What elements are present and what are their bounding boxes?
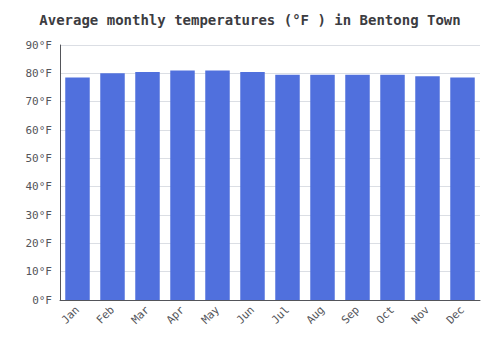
svg-text:Dec: Dec bbox=[444, 303, 467, 326]
svg-text:90°F: 90°F bbox=[26, 39, 53, 52]
svg-text:70°F: 70°F bbox=[26, 95, 53, 108]
svg-text:Oct: Oct bbox=[374, 303, 397, 326]
svg-text:Jun: Jun bbox=[234, 303, 257, 326]
svg-text:Jan: Jan bbox=[59, 303, 82, 326]
svg-text:50°F: 50°F bbox=[26, 152, 53, 165]
svg-text:Aug: Aug bbox=[304, 303, 327, 326]
svg-text:Feb: Feb bbox=[94, 303, 117, 326]
svg-text:40°F: 40°F bbox=[26, 180, 53, 193]
svg-text:Mar: Mar bbox=[129, 303, 152, 326]
svg-text:20°F: 20°F bbox=[26, 237, 53, 250]
svg-text:30°F: 30°F bbox=[26, 209, 53, 222]
svg-text:80°F: 80°F bbox=[26, 67, 53, 80]
svg-text:Average monthly temperatures (: Average monthly temperatures (°F ) in Be… bbox=[39, 12, 460, 28]
svg-text:Sep: Sep bbox=[339, 303, 362, 326]
svg-text:May: May bbox=[199, 303, 222, 326]
svg-text:Nov: Nov bbox=[409, 303, 432, 326]
svg-text:Jul: Jul bbox=[269, 303, 292, 326]
svg-text:Apr: Apr bbox=[164, 303, 187, 326]
svg-text:10°F: 10°F bbox=[26, 265, 53, 278]
svg-text:0°F: 0°F bbox=[32, 294, 52, 307]
svg-text:60°F: 60°F bbox=[26, 124, 53, 137]
